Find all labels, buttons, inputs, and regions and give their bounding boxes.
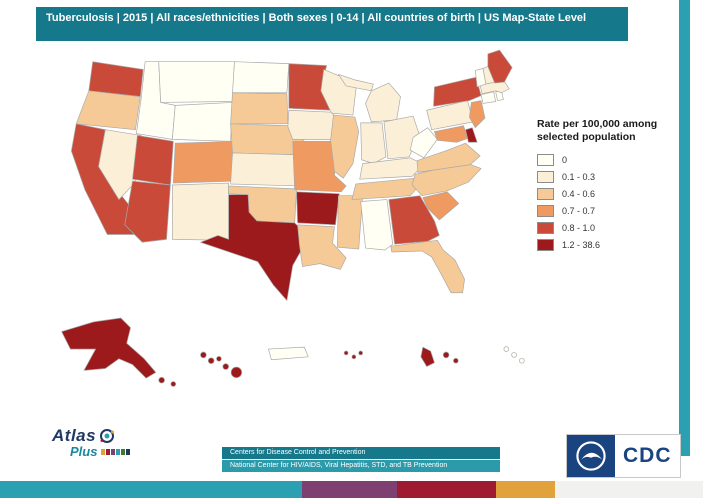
nchhstp-center-text: National Center for HIV/AIDS, Viral Hepa… [230, 462, 448, 469]
legend-swatch [537, 171, 554, 183]
territory-us-virgin-islands[interactable] [358, 350, 363, 356]
stripe-segment-teal [0, 481, 303, 498]
territory-alaska-aleutians[interactable] [158, 376, 165, 384]
legend-swatch [537, 188, 554, 200]
territory-insets [61, 317, 525, 387]
state-CO[interactable] [172, 140, 235, 184]
legend-item: 0.7 - 0.7 [537, 205, 667, 217]
atlas-logo-text: Atlas [52, 426, 97, 445]
cdc-department-bar: Centers for Disease Control and Preventi… [222, 447, 500, 459]
plus-logo-text: Plus [70, 444, 98, 459]
state-MS[interactable] [337, 195, 363, 250]
nchhstp-center-bar: National Center for HIV/AIDS, Viral Hepa… [222, 460, 500, 472]
legend-item: 0 [537, 154, 667, 166]
territory-n-mariana-islands[interactable] [511, 352, 517, 358]
state-FL[interactable] [390, 239, 465, 294]
state-NY[interactable] [433, 76, 482, 107]
legend-item: 0.1 - 0.3 [537, 171, 667, 183]
state-UT[interactable] [132, 135, 174, 186]
legend-label: 0.1 - 0.3 [562, 172, 596, 182]
legend-title: Rate per 100,000 among selected populati… [537, 118, 658, 143]
territory-us-virgin-islands[interactable] [351, 354, 357, 360]
state-MI-upper[interactable] [338, 73, 374, 92]
stripe-segment-maroon [397, 481, 496, 498]
stripe-segment-purple [302, 481, 398, 498]
state-VA[interactable] [416, 142, 481, 173]
legend-swatch [537, 154, 554, 166]
state-CT[interactable] [480, 91, 496, 104]
territory-n-mariana-islands[interactable] [519, 357, 525, 364]
atlas-gear-icon [100, 429, 115, 443]
legend-item: 0.4 - 0.6 [537, 188, 667, 200]
state-IA[interactable] [287, 109, 339, 140]
stripe-segment-amber [495, 481, 556, 498]
state-MT[interactable] [158, 61, 235, 103]
territory-hawaii[interactable] [230, 366, 243, 379]
hhs-eagle-emblem [567, 435, 615, 477]
state-NJ[interactable] [469, 100, 486, 129]
territory-us-virgin-islands[interactable] [343, 350, 349, 356]
territory-alaska[interactable] [61, 317, 157, 379]
territory-american-samoa[interactable] [453, 357, 459, 364]
state-KS[interactable] [230, 152, 301, 187]
atlasplus-logo: Atlas Plus [52, 426, 142, 459]
state-LA[interactable] [297, 224, 347, 270]
legend-item: 1.2 - 38.6 [537, 239, 667, 251]
state-OR[interactable] [75, 90, 141, 130]
state-MD[interactable] [434, 125, 468, 143]
state-GA[interactable] [388, 195, 440, 245]
legend-swatch [537, 205, 554, 217]
legend-label: 0.7 - 0.7 [562, 206, 596, 216]
map-title: Tuberculosis | 2015 | All races/ethnicit… [46, 12, 587, 24]
state-AR[interactable] [296, 191, 340, 226]
legend-label: 1.2 - 38.6 [562, 240, 601, 250]
atlas-logo-strip [101, 448, 131, 455]
state-WY[interactable] [171, 102, 233, 142]
territory-n-mariana-islands[interactable] [503, 346, 510, 352]
state-ME[interactable] [487, 49, 513, 84]
state-SD[interactable] [230, 92, 289, 125]
territory-hawaii[interactable] [222, 363, 229, 370]
legend-label: 0.8 - 1.0 [562, 223, 596, 233]
state-NM[interactable] [171, 182, 229, 241]
map-title-bar: Tuberculosis | 2015 | All races/ethnicit… [36, 7, 628, 41]
legend-label: 0.4 - 0.6 [562, 189, 596, 199]
state-IN[interactable] [360, 122, 387, 164]
territory-american-samoa[interactable] [442, 351, 450, 359]
state-WV[interactable] [409, 127, 438, 159]
territory-hawaii[interactable] [207, 357, 215, 364]
stripe-segment-gray [555, 481, 703, 498]
legend-swatch [537, 222, 554, 234]
us-choropleth-map [61, 49, 525, 387]
legend-label: 0 [562, 155, 568, 165]
state-DE[interactable] [465, 127, 478, 143]
footer-color-stripe [0, 481, 703, 498]
legend-item: 0.8 - 1.0 [537, 222, 667, 234]
right-edge-accent [679, 0, 690, 456]
continental-states [71, 49, 513, 301]
state-IL[interactable] [330, 114, 360, 179]
territory-hawaii[interactable] [200, 351, 207, 359]
state-TX[interactable] [200, 194, 302, 301]
state-SC[interactable] [422, 191, 460, 221]
territory-guam[interactable] [420, 346, 435, 367]
territory-hawaii[interactable] [216, 356, 222, 362]
state-AL[interactable] [360, 199, 394, 251]
territory-puerto-rico[interactable] [268, 346, 309, 361]
state-NV[interactable] [98, 129, 142, 200]
territory-alaska-aleutians[interactable] [170, 381, 177, 387]
cdc-logo-text: CDC [623, 444, 672, 467]
state-AZ[interactable] [124, 180, 171, 243]
map-legend: Rate per 100,000 among selected populati… [537, 118, 667, 256]
legend-swatch [537, 239, 554, 251]
cdc-logo: CDC [566, 434, 681, 478]
hhs-eagle-icon [576, 441, 606, 471]
cdc-department-text: Centers for Disease Control and Preventi… [230, 449, 366, 456]
state-ND[interactable] [232, 61, 290, 94]
